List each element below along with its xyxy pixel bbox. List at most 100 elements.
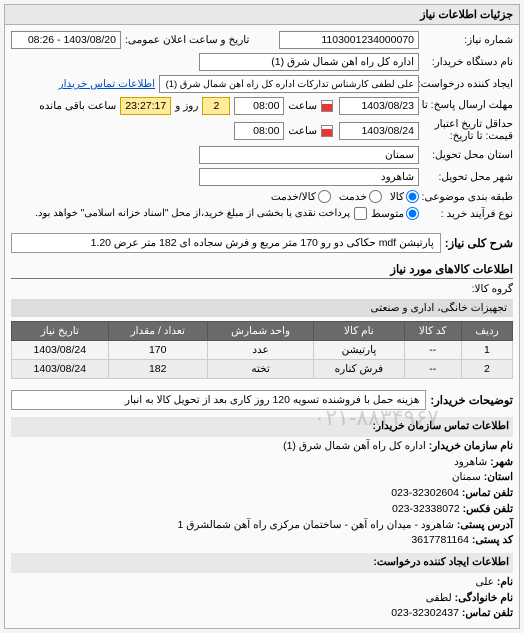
time-label-1: ساعت bbox=[288, 100, 317, 112]
radio-both-input[interactable] bbox=[318, 190, 331, 203]
row-description: شرح کلی نیاز: پارتیشن mdf حکاکی دو رو 17… bbox=[11, 228, 513, 254]
panel-body: شماره نیاز: تاریخ و ساعت اعلان عمومی: نا… bbox=[5, 25, 519, 628]
radio-service-input[interactable] bbox=[369, 190, 382, 203]
classify-radio-group: کالا خدمت کالا/خدمت bbox=[271, 190, 419, 203]
cell: 182 bbox=[108, 360, 207, 379]
th-3: واحد شمارش bbox=[207, 322, 313, 341]
k: تلفن تماس: bbox=[462, 487, 513, 499]
org-contact-header: اطلاعات تماس سازمان خریدار: bbox=[11, 417, 513, 437]
buyer-contact-link[interactable]: اطلاعات تماس خریدار bbox=[59, 78, 155, 90]
valid-to-date-input[interactable] bbox=[339, 122, 419, 140]
goods-group-value: تجهیزات خانگی، اداری و صنعتی bbox=[11, 299, 513, 317]
process-label: نوع فرآیند خرید : bbox=[423, 208, 513, 220]
row-valid-to: حداقل تاریخ اعتبار قیمت: تا تاریخ: ساعت bbox=[11, 119, 513, 142]
radio-goods[interactable]: کالا bbox=[390, 190, 419, 203]
requester-input[interactable] bbox=[159, 75, 419, 93]
cell: تخته bbox=[207, 360, 313, 379]
k: شهر: bbox=[490, 456, 513, 468]
v: 3617781164 bbox=[411, 534, 469, 546]
buyer-org-input[interactable] bbox=[199, 53, 419, 71]
cell: -- bbox=[404, 341, 461, 360]
row-deadline: مهلت ارسال پاسخ: تا تاریخ: ساعت 2 روز و … bbox=[11, 97, 513, 115]
contact-phone: تلفن تماس: 32302604-023 bbox=[11, 486, 513, 502]
province-label: استان محل تحویل: bbox=[423, 149, 513, 161]
requester-label: ایجاد کننده درخواست: bbox=[423, 78, 513, 90]
cell: عدد bbox=[207, 341, 313, 360]
valid-to-label: حداقل تاریخ اعتبار قیمت: تا تاریخ: bbox=[423, 119, 513, 142]
v: 32338072-023 bbox=[392, 503, 460, 515]
buyer-notes-label: توضیحات خریدار: bbox=[430, 393, 513, 407]
table-row: 1 -- پارتیشن عدد 170 1403/08/24 bbox=[12, 341, 513, 360]
public-date-input[interactable] bbox=[11, 31, 121, 49]
public-date-label: تاریخ و ساعت اعلان عمومی: bbox=[125, 34, 249, 46]
need-number-label: شماره نیاز: bbox=[423, 34, 513, 46]
row-buyer-notes: توضیحات خریدار: هزینه حمل با فروشنده تسو… bbox=[11, 385, 513, 411]
cell: 170 bbox=[108, 341, 207, 360]
remaining-label: ساعت باقی مانده bbox=[39, 100, 116, 112]
radio-both-label: کالا/خدمت bbox=[271, 191, 316, 203]
th-5: تاریخ نیاز bbox=[12, 322, 109, 341]
valid-to-time-input[interactable] bbox=[234, 122, 284, 140]
k: آدرس پستی: bbox=[457, 519, 513, 531]
day-count-box: 2 bbox=[202, 97, 230, 115]
countdown-box: 23:27:17 bbox=[120, 97, 171, 115]
row-goods-group: گروه کالا: bbox=[11, 283, 513, 295]
deadline-time-input[interactable] bbox=[234, 97, 284, 115]
table-row: 2 -- فرش کناره تخته 182 1403/08/24 bbox=[12, 360, 513, 379]
radio-service[interactable]: خدمت bbox=[339, 190, 382, 203]
process-note: پرداخت نقدی یا بخشی از مبلغ خرید،از محل … bbox=[35, 208, 350, 219]
day-label: روز و bbox=[175, 100, 198, 112]
k: کد پستی: bbox=[472, 534, 513, 546]
cell: 2 bbox=[461, 360, 512, 379]
city-input[interactable] bbox=[199, 168, 419, 186]
buyer-notes-text: هزینه حمل با فروشنده تسویه 120 روز کاری … bbox=[11, 390, 426, 410]
th-4: تعداد / مقدار bbox=[108, 322, 207, 341]
calendar-icon-2[interactable] bbox=[321, 125, 333, 137]
contact-org-name: نام سازمان خریدار: اداره کل راه آهن شمال… bbox=[11, 439, 513, 455]
radio-goods-input[interactable] bbox=[406, 190, 419, 203]
radio-both[interactable]: کالا/خدمت bbox=[271, 190, 331, 203]
cell: 1 bbox=[461, 341, 512, 360]
contact-block: اطلاعات تماس سازمان خریدار: نام سازمان خ… bbox=[11, 417, 513, 622]
k: تلفن تماس: bbox=[462, 607, 513, 619]
need-number-input[interactable] bbox=[279, 31, 419, 49]
process-checkbox[interactable] bbox=[354, 207, 367, 220]
v: 32302437-023 bbox=[391, 607, 459, 619]
calendar-icon[interactable] bbox=[321, 100, 333, 112]
row-process: نوع فرآیند خرید : متوسط پرداخت نقدی یا ب… bbox=[11, 207, 513, 220]
row-city: شهر محل تحویل: bbox=[11, 168, 513, 186]
row-requester: ایجاد کننده درخواست: اطلاعات تماس خریدار bbox=[11, 75, 513, 93]
th-0: ردیف bbox=[461, 322, 512, 341]
cell: فرش کناره bbox=[314, 360, 404, 379]
province-input[interactable] bbox=[199, 146, 419, 164]
details-panel: جزئیات اطلاعات نیاز شماره نیاز: تاریخ و … bbox=[4, 4, 520, 629]
v: لطفی bbox=[426, 592, 452, 604]
k: تلفن فکس: bbox=[463, 503, 513, 515]
cell: -- bbox=[404, 360, 461, 379]
city-label: شهر محل تحویل: bbox=[423, 171, 513, 183]
v: شاهرود bbox=[454, 456, 487, 468]
radio-mid[interactable]: متوسط bbox=[371, 207, 419, 220]
goods-table-head: ردیف کد کالا نام کالا واحد شمارش تعداد /… bbox=[12, 322, 513, 341]
contact-addr: آدرس پستی: شاهرود - میدان راه آهن - ساخت… bbox=[11, 518, 513, 534]
th-1: کد کالا bbox=[404, 322, 461, 341]
contact-fax: تلفن فکس: 32338072-023 bbox=[11, 502, 513, 518]
th-2: نام کالا bbox=[314, 322, 404, 341]
v: اداره کل راه آهن شمال شرق (1) bbox=[283, 440, 426, 452]
contact-lname: نام خانوادگی: لطفی bbox=[11, 591, 513, 607]
deadline-date-input[interactable] bbox=[339, 97, 419, 115]
goods-group-label: گروه کالا: bbox=[472, 283, 513, 295]
row-buyer-org: نام دستگاه خریدار: bbox=[11, 53, 513, 71]
contact-post: کد پستی: 3617781164 bbox=[11, 533, 513, 549]
k: نام سازمان خریدار: bbox=[429, 440, 513, 452]
goods-table-body: 1 -- پارتیشن عدد 170 1403/08/24 2 -- فرش… bbox=[12, 341, 513, 379]
v: سمنان bbox=[452, 471, 481, 483]
contact-city: شهر: شاهرود bbox=[11, 455, 513, 471]
req-contact-header: اطلاعات ایجاد کننده درخواست: bbox=[11, 553, 513, 573]
cell: پارتیشن bbox=[314, 341, 404, 360]
radio-mid-input[interactable] bbox=[406, 207, 419, 220]
v: علی bbox=[475, 576, 494, 588]
v: شاهرود - میدان راه آهن - ساختمان مرکزی ر… bbox=[178, 519, 454, 531]
contact-province: استان: سمنان bbox=[11, 470, 513, 486]
goods-table: ردیف کد کالا نام کالا واحد شمارش تعداد /… bbox=[11, 321, 513, 379]
